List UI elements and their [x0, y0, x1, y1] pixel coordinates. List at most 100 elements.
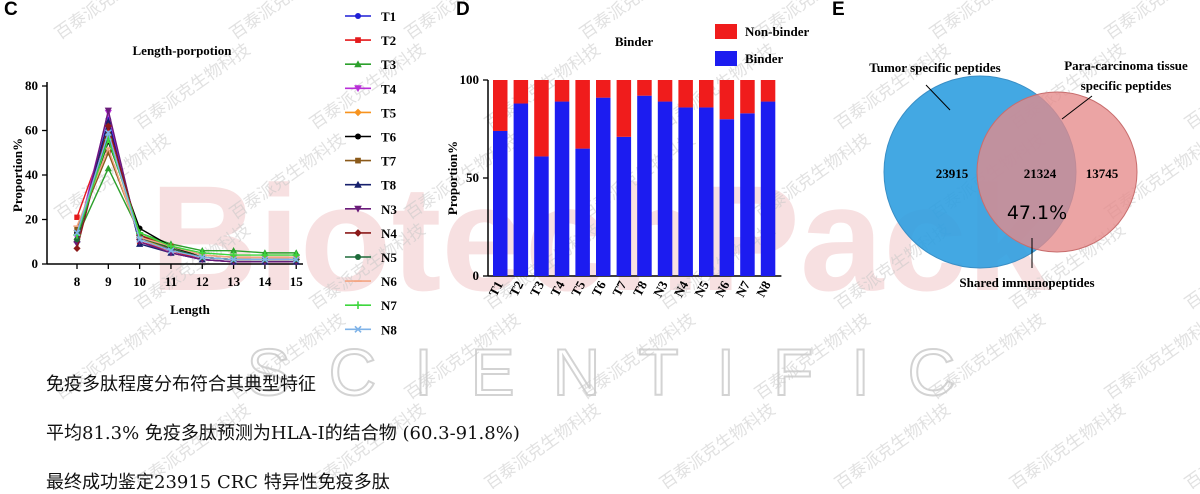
venn-label-para-line2: specific peptides: [1081, 78, 1172, 93]
y-tick-label: 0: [32, 256, 39, 271]
data-point: [136, 236, 144, 243]
series-line: [76, 146, 297, 259]
y-tick-label: 80: [25, 78, 38, 93]
x-tick-label: T2: [506, 278, 526, 298]
bar-binder-n7: [740, 113, 755, 276]
legend-label: T8: [381, 178, 397, 193]
series-line: [76, 130, 297, 261]
caption-line-3: 最终成功鉴定23915 CRC 特异性免疫多肽: [46, 472, 390, 493]
x-tick-label: 10: [133, 274, 146, 289]
x-tick-label: 11: [165, 274, 177, 289]
x-tick-label: T4: [547, 278, 568, 299]
venn-label-para-line1: Para-carcinoma tissue: [1064, 58, 1188, 73]
bar-nonbinder-n5: [699, 80, 714, 108]
y-tick-label: 100: [460, 72, 480, 87]
x-tick-label: T3: [527, 278, 548, 299]
x-tick-label: N5: [691, 278, 712, 300]
data-point: [104, 118, 112, 125]
bar-binder-n6: [719, 119, 735, 276]
data-point: [74, 236, 80, 243]
series-t3: [73, 164, 300, 256]
data-point: [105, 150, 112, 156]
chart-title: Length-porpotion: [133, 43, 233, 58]
x-tick-label: T6: [589, 278, 610, 299]
legend-marker: [354, 12, 362, 20]
legend-item-t3: T3: [345, 57, 397, 72]
bar-binder-t3: [534, 156, 549, 276]
data-point: [104, 122, 112, 130]
bar-nonbinder-t5: [575, 80, 590, 149]
bar-nonbinder-n4: [678, 80, 693, 108]
watermark-tile-text: 百泰派克生物科技: [656, 400, 779, 489]
data-point: [292, 251, 300, 259]
legend-item-t5: T5: [345, 105, 397, 120]
legend-marker: [354, 205, 362, 213]
bar-nonbinder-t7: [616, 80, 632, 137]
x-tick-label: T8: [630, 278, 651, 299]
legend-item-t7: T7: [345, 154, 397, 169]
legend-marker: [354, 301, 362, 309]
y-tick-label: 40: [25, 167, 38, 182]
venn-count-intersection: 21324: [1024, 166, 1057, 181]
venn-label-shared: Shared immunopeptides: [959, 275, 1094, 290]
watermark-tile-text: 百泰派克生物科技: [831, 400, 954, 489]
legend-item-n4: N4: [345, 226, 397, 241]
watermark-tile-text: 百泰派克生物科技: [1181, 400, 1200, 489]
x-tick-label: 8: [74, 274, 81, 289]
bar-binder-t6: [596, 97, 611, 276]
data-point: [292, 256, 300, 263]
watermark-tile-text: 百泰派克生物科技: [1006, 400, 1129, 489]
legend-label: T2: [381, 33, 396, 48]
data-point: [73, 244, 81, 253]
bar-nonbinder-n8: [760, 80, 776, 102]
y-tick-label: 60: [25, 123, 38, 138]
y-tick-label: 0: [473, 268, 480, 283]
bar-nonbinder-n3: [657, 80, 673, 102]
data-point: [104, 129, 112, 137]
legend-marker: [355, 37, 361, 43]
data-point: [74, 225, 80, 232]
panel-label-d: D: [456, 0, 470, 20]
x-tick-label: T7: [609, 278, 630, 299]
venn-circle-para-carcinoma: [976, 91, 1138, 253]
panel-label-e: E: [832, 0, 845, 20]
venn-count-tumor-only: 23915: [936, 166, 969, 181]
watermark-tile-text: 百泰派克生物科技: [1101, 310, 1200, 404]
legend-label-binder: Binder: [745, 51, 784, 66]
data-point: [74, 214, 80, 220]
legend-swatch-binder: [715, 51, 737, 66]
venn-leader-para: [1061, 95, 1093, 120]
bar-binder-n8: [760, 101, 776, 276]
legend-item-n5: N5: [345, 250, 397, 265]
legend-marker: [354, 253, 362, 261]
bar-nonbinder-t4: [554, 80, 570, 102]
bar-binder-n3: [657, 101, 673, 276]
legend-item-t4: T4: [345, 81, 397, 96]
x-tick-label: 15: [290, 274, 304, 289]
venn-leader-tumor: [925, 84, 951, 111]
bar-nonbinder-t2: [513, 80, 529, 104]
legend-label: N3: [381, 202, 397, 217]
caption-line-1: 免疫多肽程度分布符合其典型特征: [46, 374, 316, 395]
venn-intersection-percent: 47.1%: [1007, 202, 1067, 224]
venn-diagram: Tumor specific peptides Para-carcinoma ti…: [869, 58, 1188, 290]
x-tick-label: N4: [671, 278, 692, 300]
series-n8: [73, 129, 300, 263]
x-axis-label: Length: [170, 302, 211, 317]
legend-item-n3: N3: [345, 202, 397, 217]
legend-label: N6: [381, 274, 397, 289]
series-line: [76, 137, 297, 256]
bar-binder-n5: [699, 107, 714, 276]
legend-marker: [355, 157, 361, 164]
legend-label: T1: [381, 9, 396, 24]
data-point: [73, 229, 81, 237]
data-point: [198, 249, 206, 257]
series-n6: [73, 146, 300, 259]
legend-marker: [354, 229, 362, 237]
data-point: [230, 256, 238, 263]
legend-label: T7: [381, 154, 397, 169]
legend-label: N4: [381, 226, 397, 241]
legend-label-non-binder: Non-binder: [745, 24, 810, 39]
x-tick-label: N7: [732, 278, 753, 300]
